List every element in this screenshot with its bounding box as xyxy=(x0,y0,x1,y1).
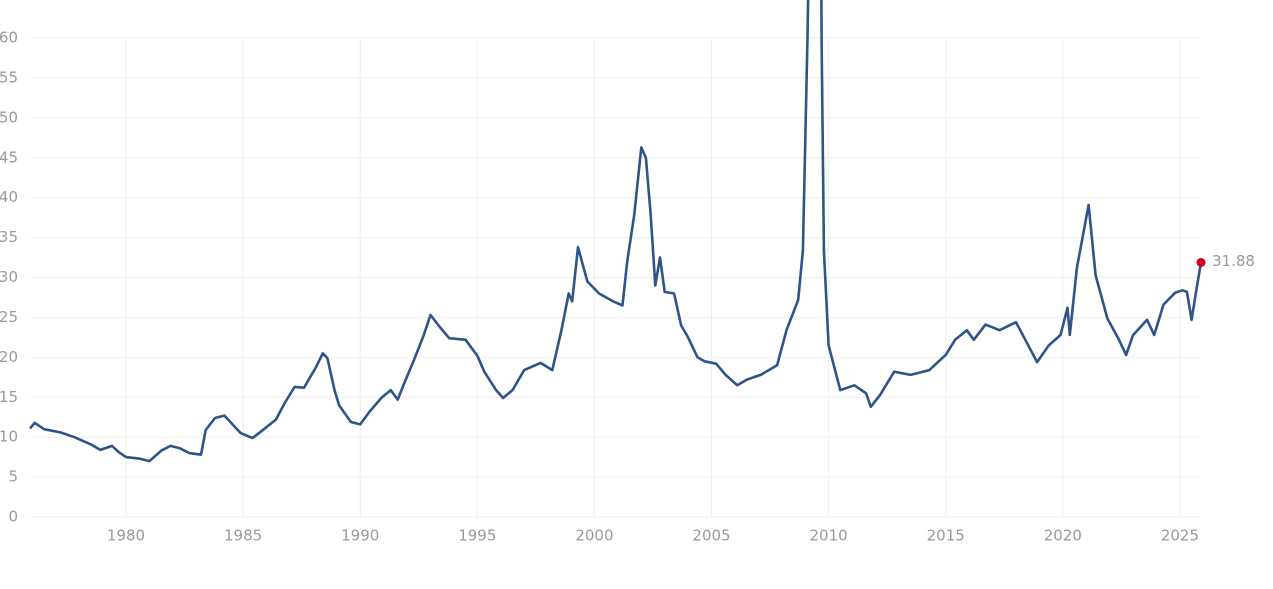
y-tick-label: 20 xyxy=(0,348,18,366)
y-tick-label: 40 xyxy=(0,188,18,206)
x-tick-label: 2005 xyxy=(692,527,730,545)
last-value-label: 31.88 xyxy=(1212,252,1255,270)
x-tick-label: 2010 xyxy=(810,527,848,545)
x-tick-label: 1980 xyxy=(107,527,145,545)
y-tick-label: 0 xyxy=(8,508,18,526)
y-tick-label: 5 xyxy=(8,468,18,486)
y-tick-label: 30 xyxy=(0,268,18,286)
y-tick-label: 55 xyxy=(0,68,18,86)
x-tick-label: 1990 xyxy=(341,527,379,545)
x-tick-label: 1995 xyxy=(458,527,496,545)
y-tick-label: 60 xyxy=(0,29,18,47)
x-tick-label: 2025 xyxy=(1161,527,1199,545)
y-tick-label: 35 xyxy=(0,228,18,246)
y-tick-label: 10 xyxy=(0,428,18,446)
y-tick-label: 45 xyxy=(0,148,18,166)
x-tick-label: 2020 xyxy=(1044,527,1082,545)
y-tick-label: 25 xyxy=(0,308,18,326)
x-tick-label: 1985 xyxy=(224,527,262,545)
last-point xyxy=(1196,257,1206,267)
x-tick-label: 2000 xyxy=(575,527,613,545)
y-tick-label: 15 xyxy=(0,388,18,406)
x-tick-label: 2015 xyxy=(927,527,965,545)
line xyxy=(29,0,1203,463)
y-tick-label: 50 xyxy=(0,108,18,126)
